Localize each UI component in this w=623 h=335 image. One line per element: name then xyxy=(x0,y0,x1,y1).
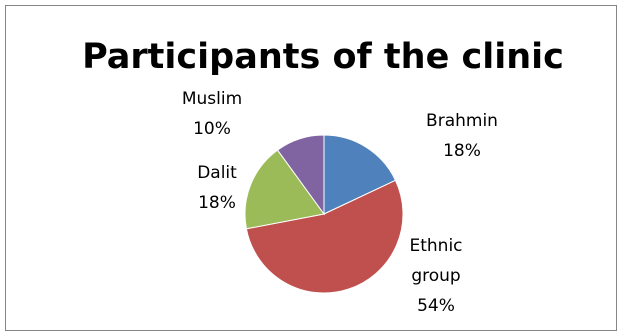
pie-slice-brahmin xyxy=(323,134,397,215)
data-label-percent: 18% xyxy=(198,193,236,213)
pie-slice-dalit xyxy=(244,149,325,230)
data-label-percent: 54% xyxy=(417,296,455,316)
data-label-percent: 18% xyxy=(443,141,481,161)
pie-slice-ethnic-group xyxy=(245,179,404,294)
pie-slice-muslim xyxy=(276,134,325,216)
data-label-category: group xyxy=(411,266,460,286)
data-label-percent: 10% xyxy=(193,119,231,139)
data-label-category: Muslim xyxy=(182,89,242,109)
data-label-category: Brahmin xyxy=(426,111,498,131)
chart-title: Participants of the clinic xyxy=(82,37,564,77)
data-label-category: Ethnic xyxy=(409,236,462,256)
data-label-category: Dalit xyxy=(197,163,237,183)
